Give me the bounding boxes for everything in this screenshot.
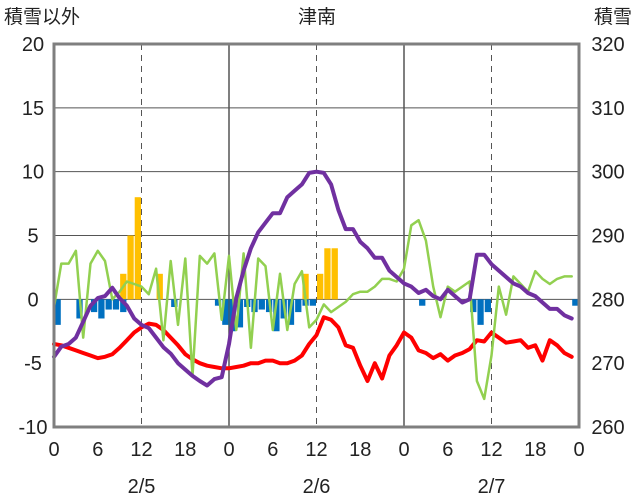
- x-tick-label: 18: [174, 439, 196, 461]
- y-left-tick-label: 0: [27, 289, 38, 311]
- chart-title: 津南: [298, 6, 336, 28]
- x-tick-label: 0: [398, 439, 409, 461]
- x-tick-label: 6: [92, 439, 103, 461]
- sunshine-bar: [76, 299, 83, 319]
- sunshine-bar: [273, 299, 280, 332]
- y-left-tick-label: 5: [27, 226, 38, 248]
- x-tick-label: 12: [480, 439, 502, 461]
- y-left-tick-label: -5: [24, 353, 42, 375]
- precipitation-bar: [317, 273, 324, 300]
- sunshine-bar: [419, 299, 426, 306]
- y-left-tick-label: 10: [22, 162, 44, 184]
- sunshine-bar: [572, 299, 579, 306]
- y-left-tick-label: 20: [22, 34, 44, 56]
- sunshine-bar: [105, 299, 112, 310]
- x-tick-label: 6: [267, 439, 278, 461]
- sunshine-bar: [477, 299, 484, 325]
- sunshine-bar: [484, 299, 491, 313]
- right-axis-label: 積雪: [594, 6, 632, 28]
- date-label: 2/6: [303, 476, 331, 498]
- y-right-tick-label: 300: [591, 162, 624, 184]
- plot-frame: [52, 42, 581, 429]
- y-right-tick-label: 260: [591, 417, 624, 439]
- y-right-tick-label: 280: [591, 289, 624, 311]
- y-right-tick-label: 270: [591, 353, 624, 375]
- sunshine-bar: [112, 299, 120, 310]
- x-tick-label: 0: [48, 439, 59, 461]
- y-right-tick-label: 320: [591, 34, 624, 56]
- x-tick-label: 18: [349, 439, 371, 461]
- x-tick-label: 6: [442, 439, 453, 461]
- x-tick-label: 0: [573, 439, 584, 461]
- x-tick-label: 18: [524, 439, 546, 461]
- sunshine-bar: [120, 299, 127, 313]
- date-label: 2/7: [478, 476, 506, 498]
- snow_depth-line: [52, 169, 574, 388]
- sunshine-bar: [258, 299, 265, 310]
- y-right-tick-label: 290: [591, 226, 624, 248]
- sunshine-bar: [295, 299, 302, 313]
- sunshine-bar: [90, 299, 98, 313]
- left-axis-label: 積雪以外: [4, 6, 80, 28]
- sunshine-bar: [236, 299, 244, 328]
- y-left-tick-label: -10: [19, 417, 48, 439]
- precipitation-bar: [127, 235, 134, 300]
- sunshine-bar: [222, 299, 229, 325]
- sunshine-bar: [214, 299, 222, 306]
- temperature-line: [52, 315, 574, 383]
- y-left-tick-label: 15: [22, 98, 44, 120]
- sunshine-bar: [98, 299, 105, 319]
- precipitation-bar: [134, 197, 141, 300]
- x-tick-label: 12: [305, 439, 327, 461]
- x-tick-label: 12: [130, 439, 152, 461]
- precipitation-bar: [302, 273, 309, 300]
- date-label: 2/5: [128, 476, 156, 498]
- x-tick-label: 0: [223, 439, 234, 461]
- y-right-tick-label: 310: [591, 98, 624, 120]
- sunshine-bar: [309, 299, 316, 306]
- precipitation-bar: [331, 248, 338, 300]
- precipitation-bar: [324, 248, 331, 300]
- sunshine-bar: [54, 299, 61, 325]
- precipitation-bar: [156, 273, 163, 300]
- wind-line: [52, 218, 573, 401]
- sunshine-bar: [470, 299, 477, 313]
